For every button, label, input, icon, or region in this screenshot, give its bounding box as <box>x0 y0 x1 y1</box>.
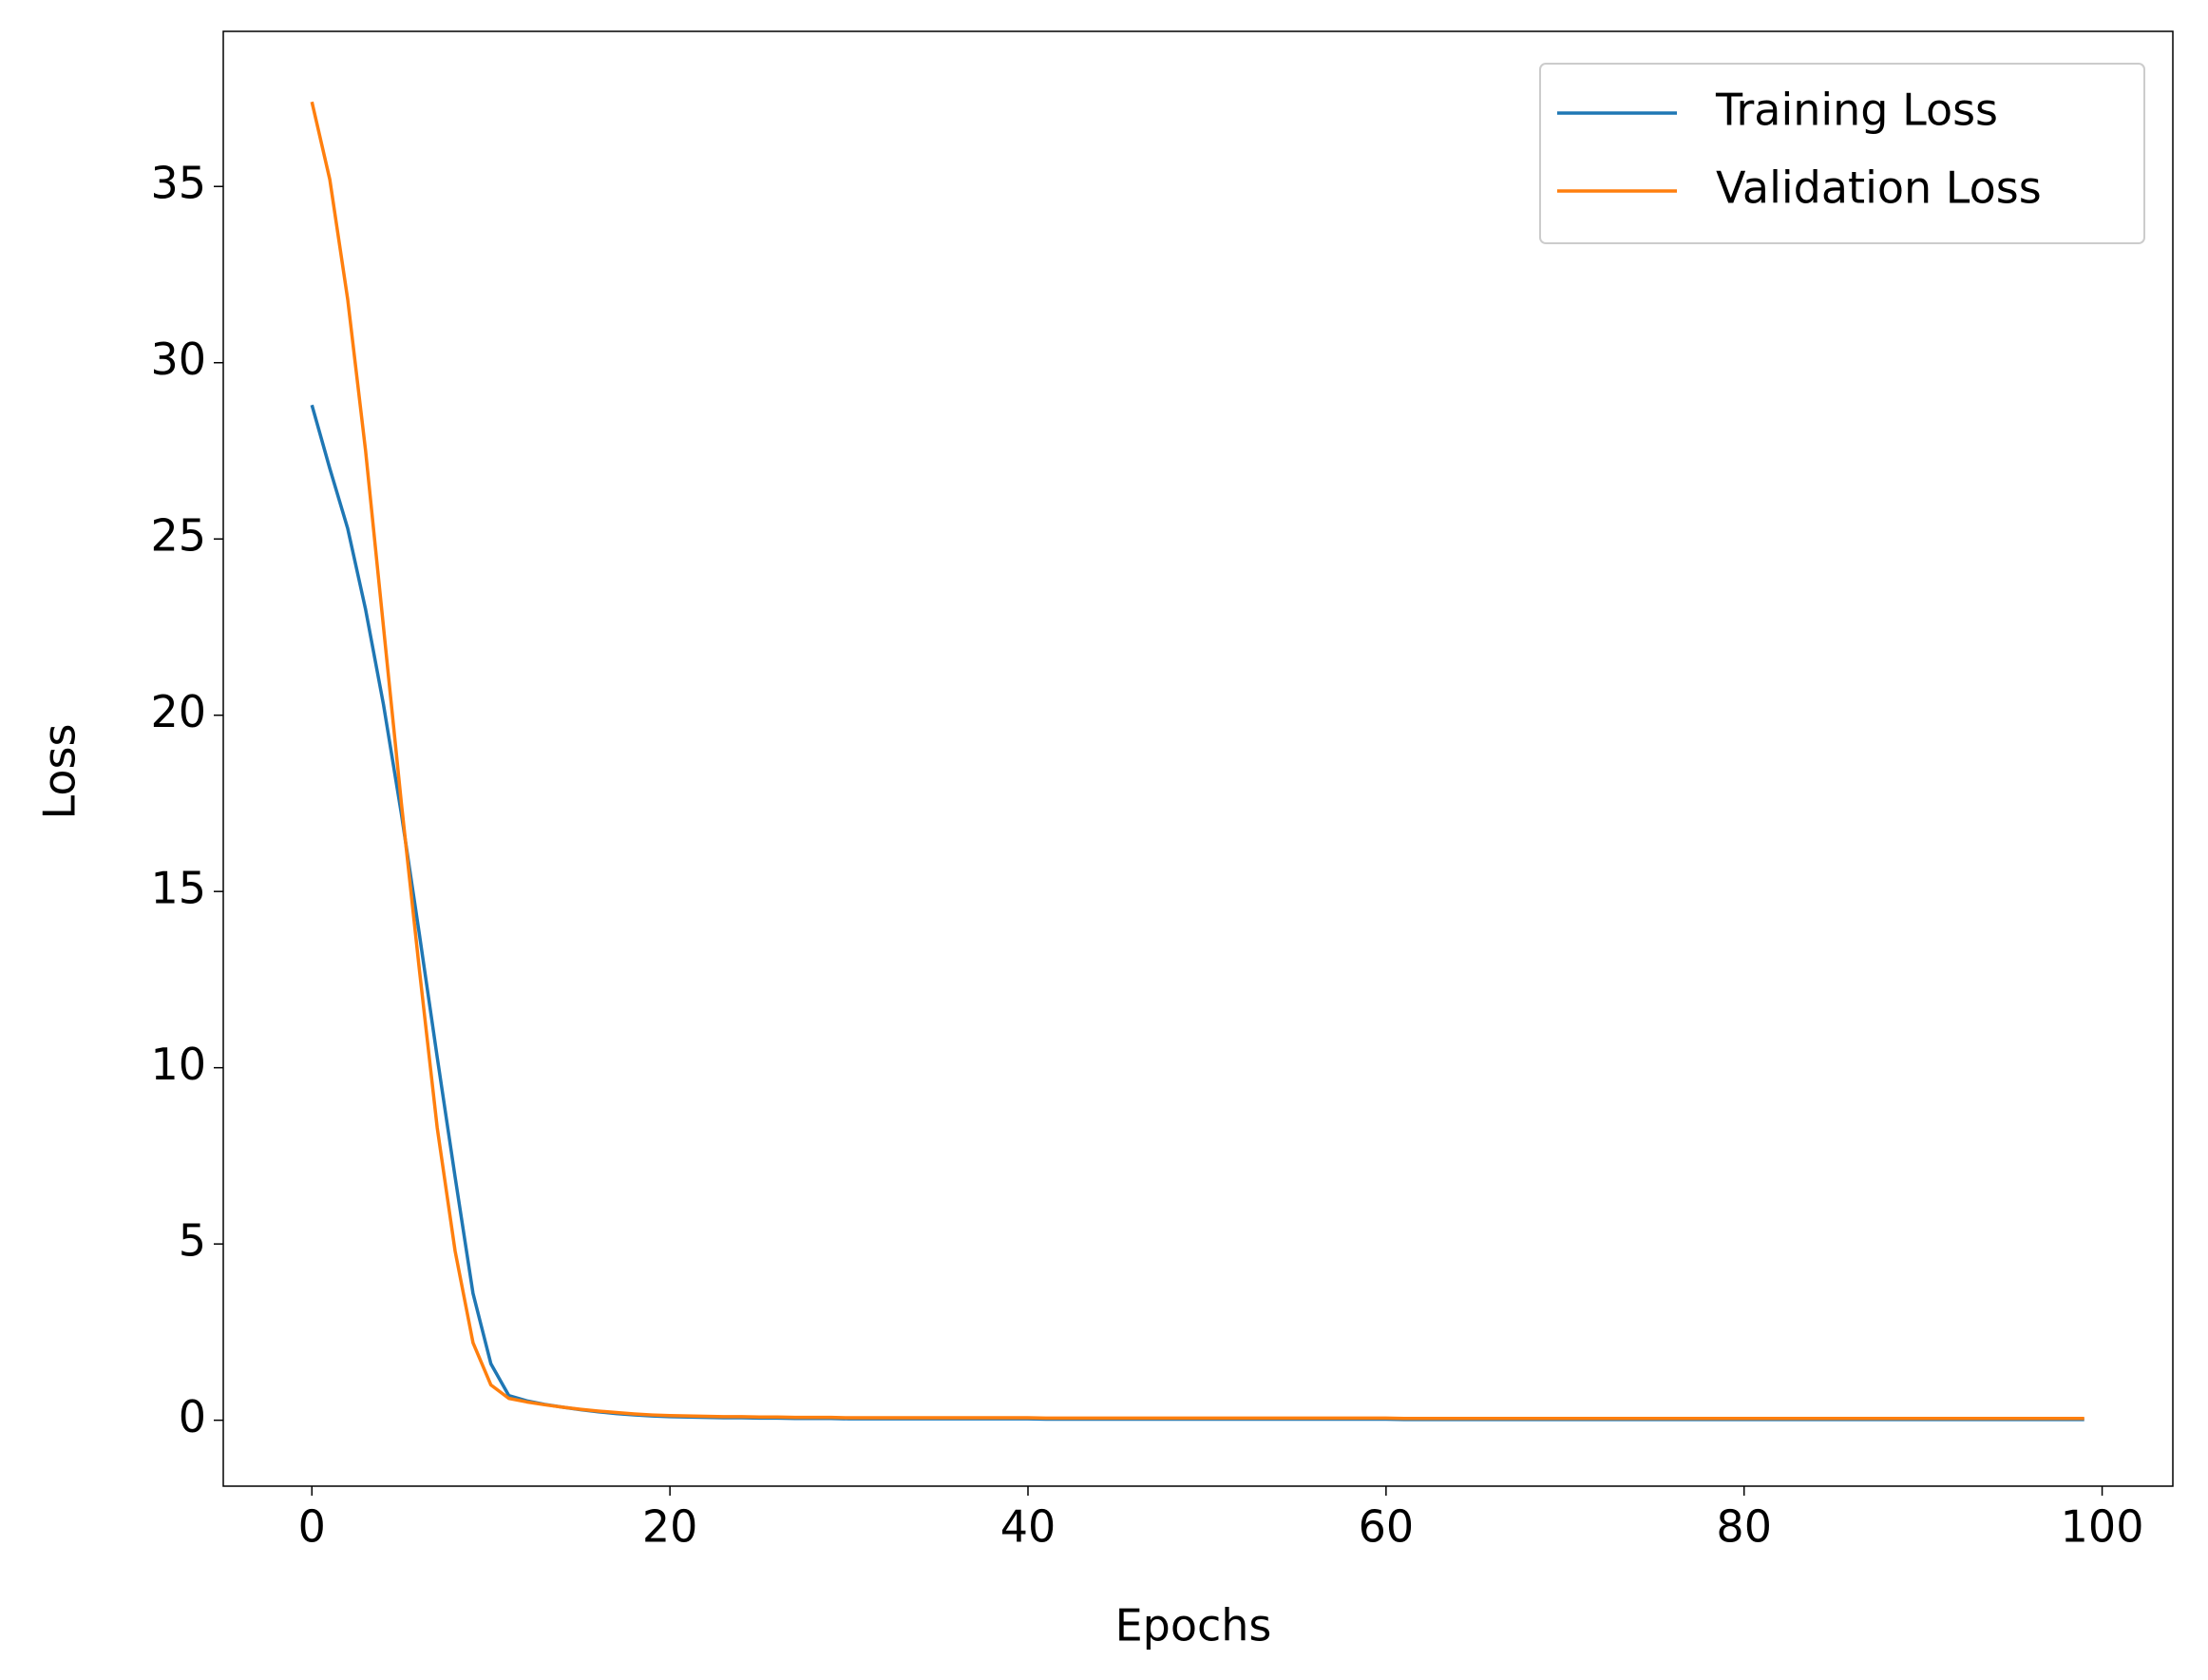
x-tick-label: 60 <box>1359 1501 1415 1553</box>
y-tick-label: 10 <box>150 1039 206 1090</box>
legend-label: Training Loss <box>1715 85 1998 136</box>
y-tick-label: 5 <box>179 1215 206 1267</box>
x-tick-label: 40 <box>1000 1501 1056 1553</box>
legend-label: Validation Loss <box>1716 162 2042 214</box>
y-tick-label: 35 <box>150 158 206 209</box>
x-tick-label: 20 <box>642 1501 698 1553</box>
y-tick-label: 30 <box>150 334 206 385</box>
y-tick-label: 15 <box>150 863 206 914</box>
y-tick-label: 0 <box>179 1391 206 1442</box>
y-axis-label: Loss <box>34 724 86 820</box>
legend-box <box>1539 63 2145 244</box>
x-tick-label: 100 <box>2061 1501 2144 1553</box>
x-axis-label: Epochs <box>1115 1600 1272 1651</box>
plot-frame <box>222 30 2174 1487</box>
y-tick-label: 20 <box>150 686 206 737</box>
series-line <box>310 101 2084 1421</box>
series-line <box>310 404 2084 1422</box>
y-tick-label: 25 <box>150 510 206 562</box>
x-tick-label: 0 <box>298 1501 326 1553</box>
x-tick-label: 80 <box>1716 1501 1772 1553</box>
